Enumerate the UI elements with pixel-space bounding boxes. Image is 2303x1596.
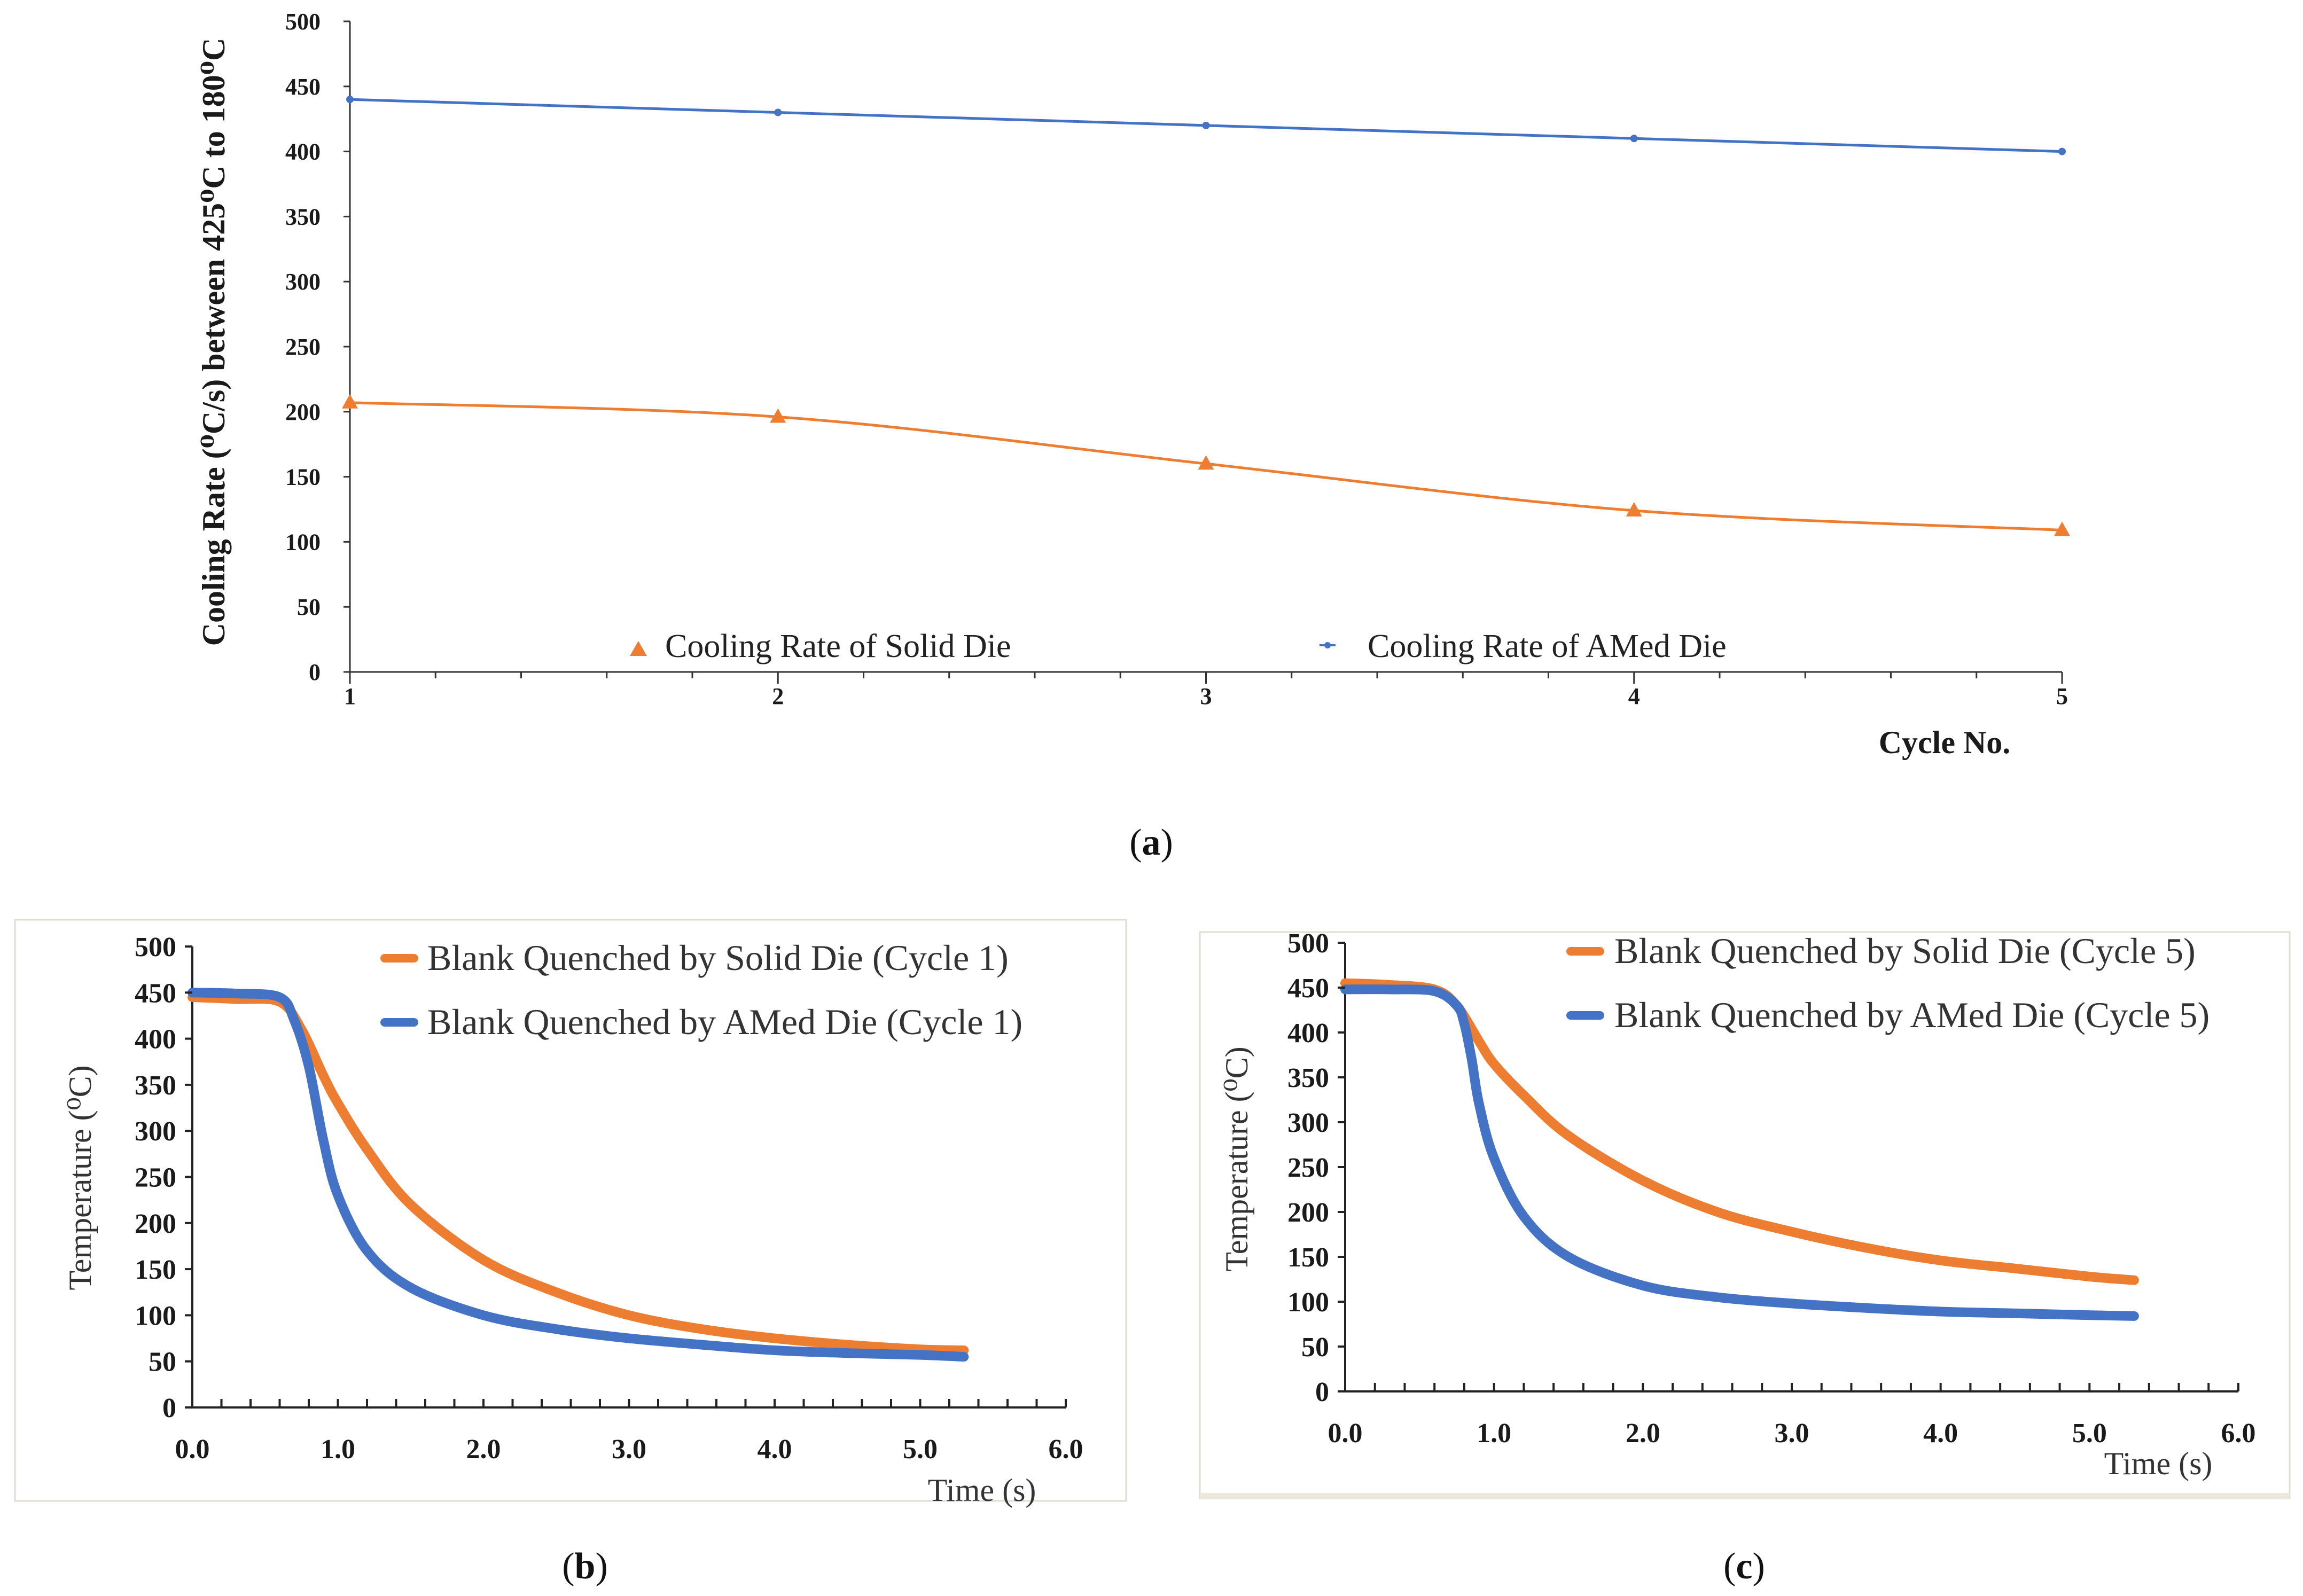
y-tick-label-a: 350 [285,204,321,230]
y-tick-label-c: 400 [1287,1018,1329,1049]
data-point-a-amed [2058,147,2066,155]
x-tick-label-a: 4 [1628,683,1640,709]
y-tick-label-b: 0 [162,1393,176,1423]
y-tick-label-a: 400 [285,139,321,165]
x-axis-label-c: Time (s) [2104,1446,2213,1481]
x-tick-label-a: 1 [344,683,356,709]
caption-b: (b) [562,1546,608,1587]
y-tick-label-a: 50 [297,594,321,620]
y-tick-label-b: 450 [135,978,176,1008]
series-line-b-amed [188,988,969,1362]
data-point-a-solid [2054,521,2070,536]
y-tick-label-b: 50 [149,1347,176,1378]
x-tick-label-c: 4.0 [1923,1418,1958,1449]
y-axis-label-a: Cooling Rate (⁰C/s) between 425⁰C to 180… [196,38,231,646]
x-tick-label-b: 3.0 [612,1434,646,1465]
y-axis-label-b: Temperature (⁰C) [63,1065,98,1290]
x-tick-label-c: 5.0 [2072,1418,2107,1449]
data-point-a-amed [346,96,354,104]
x-tick-label-a: 3 [1200,683,1212,709]
x-tick-label-b: 6.0 [1049,1434,1083,1465]
y-tick-label-a: 100 [285,529,321,555]
y-tick-label-c: 350 [1287,1063,1329,1093]
panel-a: 0 50 100 150 200 250 300 350 400 450 500 1 2 3 4 5 Cool… [196,9,2070,863]
data-point-a-solid [770,408,786,423]
legend-c-amed-label: Blank Quenched by AMed Die (Cycle 5) [1614,995,2210,1035]
legend-a-solid-marker [630,641,647,656]
data-point-a-solid [1198,455,1214,470]
y-tick-label-c: 0 [1315,1377,1329,1407]
data-point-a-solid [1626,502,1642,517]
legend-b-solid-label: Blank Quenched by Solid Die (Cycle 1) [427,937,1009,978]
x-axis-label-a: Cycle No. [1879,725,2011,760]
series-line-c-amed [1340,984,2139,1321]
y-tick-label-a: 500 [285,9,321,35]
x-tick-label-c: 3.0 [1775,1418,1809,1449]
legend-a-amed-marker [1324,642,1331,648]
panel-c-bottom-bar [1200,1493,2290,1499]
panel-b-frame [14,919,1127,1502]
panel-b: 0 50 100 150 200 250 300 350 400 450 500 0.0 1.0 2.0 3… [14,919,1127,1587]
y-tick-label-c: 200 [1287,1198,1329,1228]
x-tick-label-c: 6.0 [2221,1418,2256,1449]
y-tick-label-c: 100 [1287,1287,1329,1318]
panel-c: 0 50 100 150 200 250 300 350 400 450 500 0.0 1.0 2.0 3… [1199,928,2291,1587]
y-tick-label-a: 150 [285,464,321,490]
y-tick-label-a: 0 [309,659,321,685]
y-tick-label-c: 150 [1287,1242,1329,1273]
x-tick-label-c: 0.0 [1328,1418,1363,1449]
y-tick-label-c: 300 [1287,1108,1329,1138]
legend-c-solid-label: Blank Quenched by Solid Die (Cycle 5) [1614,930,2196,971]
legend-b-amed-label: Blank Quenched by AMed Die (Cycle 1) [427,1002,1022,1042]
y-tick-label-a: 250 [285,334,321,360]
x-tick-label-b: 4.0 [758,1434,792,1465]
y-tick-label-b: 150 [135,1255,176,1285]
x-tick-label-b: 2.0 [466,1434,501,1465]
y-tick-label-b: 300 [135,1116,176,1147]
y-tick-label-c: 50 [1301,1332,1329,1363]
y-tick-label-b: 250 [135,1163,176,1193]
x-tick-label-a: 5 [2056,683,2068,709]
y-tick-label-c: 250 [1287,1153,1329,1183]
x-tick-label-c: 1.0 [1477,1418,1511,1449]
caption-b-letter: b [575,1546,596,1587]
caption-a-letter: a [1142,822,1161,863]
y-tick-label-b: 400 [135,1024,176,1055]
caption-c-letter: c [1736,1546,1752,1587]
x-tick-label-b: 5.0 [903,1434,938,1465]
caption-c: (c) [1723,1546,1765,1587]
y-tick-label-b: 200 [135,1209,176,1239]
x-tick-label-b: 0.0 [175,1434,210,1465]
caption-a: (a) [1129,822,1173,863]
y-tick-label-a: 300 [285,269,321,295]
y-axis-label-c: Temperature (⁰C) [1219,1046,1254,1271]
data-point-a-solid [342,394,358,409]
y-tick-label-c: 500 [1287,928,1329,959]
data-point-a-amed [774,108,782,116]
y-tick-label-b: 500 [135,932,176,963]
y-tick-label-b: 350 [135,1070,176,1101]
legend-a-solid-label: Cooling Rate of Solid Die [665,628,1011,664]
y-tick-label-b: 100 [135,1301,176,1331]
data-point-a-amed [1630,135,1638,143]
legend-a-amed-label: Cooling Rate of AMed Die [1368,628,1727,664]
x-tick-label-c: 2.0 [1626,1418,1660,1449]
y-tick-label-a: 450 [285,74,321,100]
x-tick-label-b: 1.0 [321,1434,355,1465]
x-axis-label-b: Time (s) [928,1473,1036,1508]
x-tick-label-a: 2 [772,683,784,709]
data-point-a-amed [1202,121,1210,129]
y-tick-label-a: 200 [285,399,321,425]
y-tick-label-c: 450 [1287,973,1329,1004]
legend-a-box [347,614,1090,681]
